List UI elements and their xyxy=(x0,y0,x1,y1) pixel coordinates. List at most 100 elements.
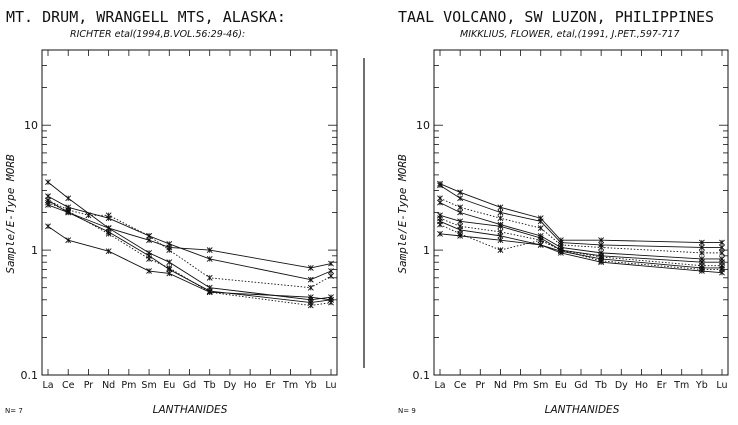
x-tick-label: Lu xyxy=(716,380,727,391)
data-point xyxy=(719,269,725,276)
series-line xyxy=(47,202,332,306)
x-tick-label: Pr xyxy=(476,380,486,391)
data-point xyxy=(146,252,152,259)
data-point xyxy=(497,232,504,239)
data-point xyxy=(65,209,72,216)
data-point xyxy=(698,244,705,251)
x-tick-label: Pm xyxy=(513,380,528,391)
series-line xyxy=(47,181,332,269)
x-tick-label: Ce xyxy=(454,380,467,391)
x-tick-label: Sm xyxy=(141,380,156,391)
data-point xyxy=(497,247,504,254)
data-point xyxy=(105,212,112,219)
data-point xyxy=(719,244,725,251)
x-tick-label: Dy xyxy=(615,380,628,391)
chart-panel-alaska: MT. DRUM, WRANGELL MTS, ALASKA: RICHTER … xyxy=(4,8,338,416)
x-tick-label: Tm xyxy=(282,380,298,391)
y-axis-label: Sample/E-Type MORB xyxy=(396,154,409,274)
x-tick-label: Sm xyxy=(533,380,548,391)
y-tick-label: 0.1 xyxy=(413,369,431,382)
data-point xyxy=(105,248,112,255)
x-tick-label: Tb xyxy=(203,380,216,391)
data-point xyxy=(537,237,544,244)
data-point xyxy=(698,249,705,256)
series-line xyxy=(439,224,722,270)
x-tick-label: Dy xyxy=(223,380,236,391)
data-point xyxy=(537,218,544,225)
data-point xyxy=(105,228,112,235)
chart-panel-taal: TAAL VOLCANO, SW LUZON, PHILIPPINES MIKK… xyxy=(396,8,729,416)
x-tick-label: Eu xyxy=(555,380,567,391)
x-tick-label: La xyxy=(434,380,445,391)
series-line xyxy=(439,202,722,260)
series-line xyxy=(439,233,723,274)
data-point xyxy=(537,225,544,232)
data-point xyxy=(719,249,725,256)
data-point xyxy=(437,221,443,228)
data-point xyxy=(307,284,314,291)
data-point xyxy=(166,247,173,254)
data-point xyxy=(598,237,605,244)
data-point xyxy=(307,299,314,306)
data-point xyxy=(206,274,213,281)
data-point xyxy=(437,195,443,202)
n-count-label: N= 9 xyxy=(398,407,416,415)
series-line xyxy=(47,225,332,301)
data-point xyxy=(497,215,504,222)
data-point xyxy=(437,230,443,237)
x-tick-label: Gd xyxy=(574,380,587,391)
data-point xyxy=(206,289,213,296)
data-point xyxy=(166,241,173,247)
data-point xyxy=(85,212,92,219)
x-tick-label: Yb xyxy=(695,380,708,391)
data-point xyxy=(457,189,464,196)
chart-title: TAAL VOLCANO, SW LUZON, PHILIPPINES xyxy=(398,8,714,26)
data-point xyxy=(166,259,173,266)
data-point xyxy=(45,223,51,230)
data-point xyxy=(307,265,314,271)
series-line xyxy=(439,220,722,269)
x-tick-label: Ho xyxy=(635,380,648,391)
data-point xyxy=(328,260,334,267)
y-tick-label: 10 xyxy=(24,119,38,132)
data-point xyxy=(328,268,334,274)
x-tick-label: Er xyxy=(265,380,275,391)
data-point xyxy=(45,179,51,186)
x-tick-label: Pm xyxy=(121,380,136,391)
data-point xyxy=(457,195,464,202)
data-point xyxy=(307,294,314,301)
x-tick-label: Tm xyxy=(673,380,689,391)
data-point xyxy=(65,195,72,202)
data-point xyxy=(45,197,51,204)
data-point xyxy=(328,273,334,279)
x-tick-label: Ho xyxy=(244,380,257,391)
data-point xyxy=(146,268,152,274)
x-tick-label: Yb xyxy=(304,380,317,391)
y-tick-label: 10 xyxy=(416,119,430,132)
data-point xyxy=(206,247,213,254)
n-count-label: N= 7 xyxy=(5,407,23,415)
series-line xyxy=(439,183,722,243)
data-point xyxy=(598,259,605,266)
y-tick-label: 0.1 xyxy=(21,369,39,382)
x-tick-label: Nd xyxy=(494,380,507,391)
data-point xyxy=(497,223,504,230)
data-point xyxy=(437,182,443,189)
x-tick-label: Er xyxy=(657,380,667,391)
data-point xyxy=(457,218,464,225)
y-axis-label: Sample/E-Type MORB xyxy=(4,154,17,274)
data-point xyxy=(65,237,72,244)
data-point xyxy=(537,242,544,248)
x-tick-label: Tb xyxy=(594,380,607,391)
data-point xyxy=(457,209,464,216)
data-point xyxy=(328,296,334,303)
data-point xyxy=(497,209,504,216)
y-tick-label: 1 xyxy=(423,244,430,257)
data-point xyxy=(457,232,464,239)
x-tick-label: Nd xyxy=(102,380,115,391)
data-point xyxy=(437,199,443,206)
series-line xyxy=(439,214,722,263)
chart-subtitle: MIKKLIUS, FLOWER, etal,(1991, J.PET.,597… xyxy=(460,29,680,40)
chart-title: MT. DRUM, WRANGELL MTS, ALASKA: xyxy=(6,8,286,26)
